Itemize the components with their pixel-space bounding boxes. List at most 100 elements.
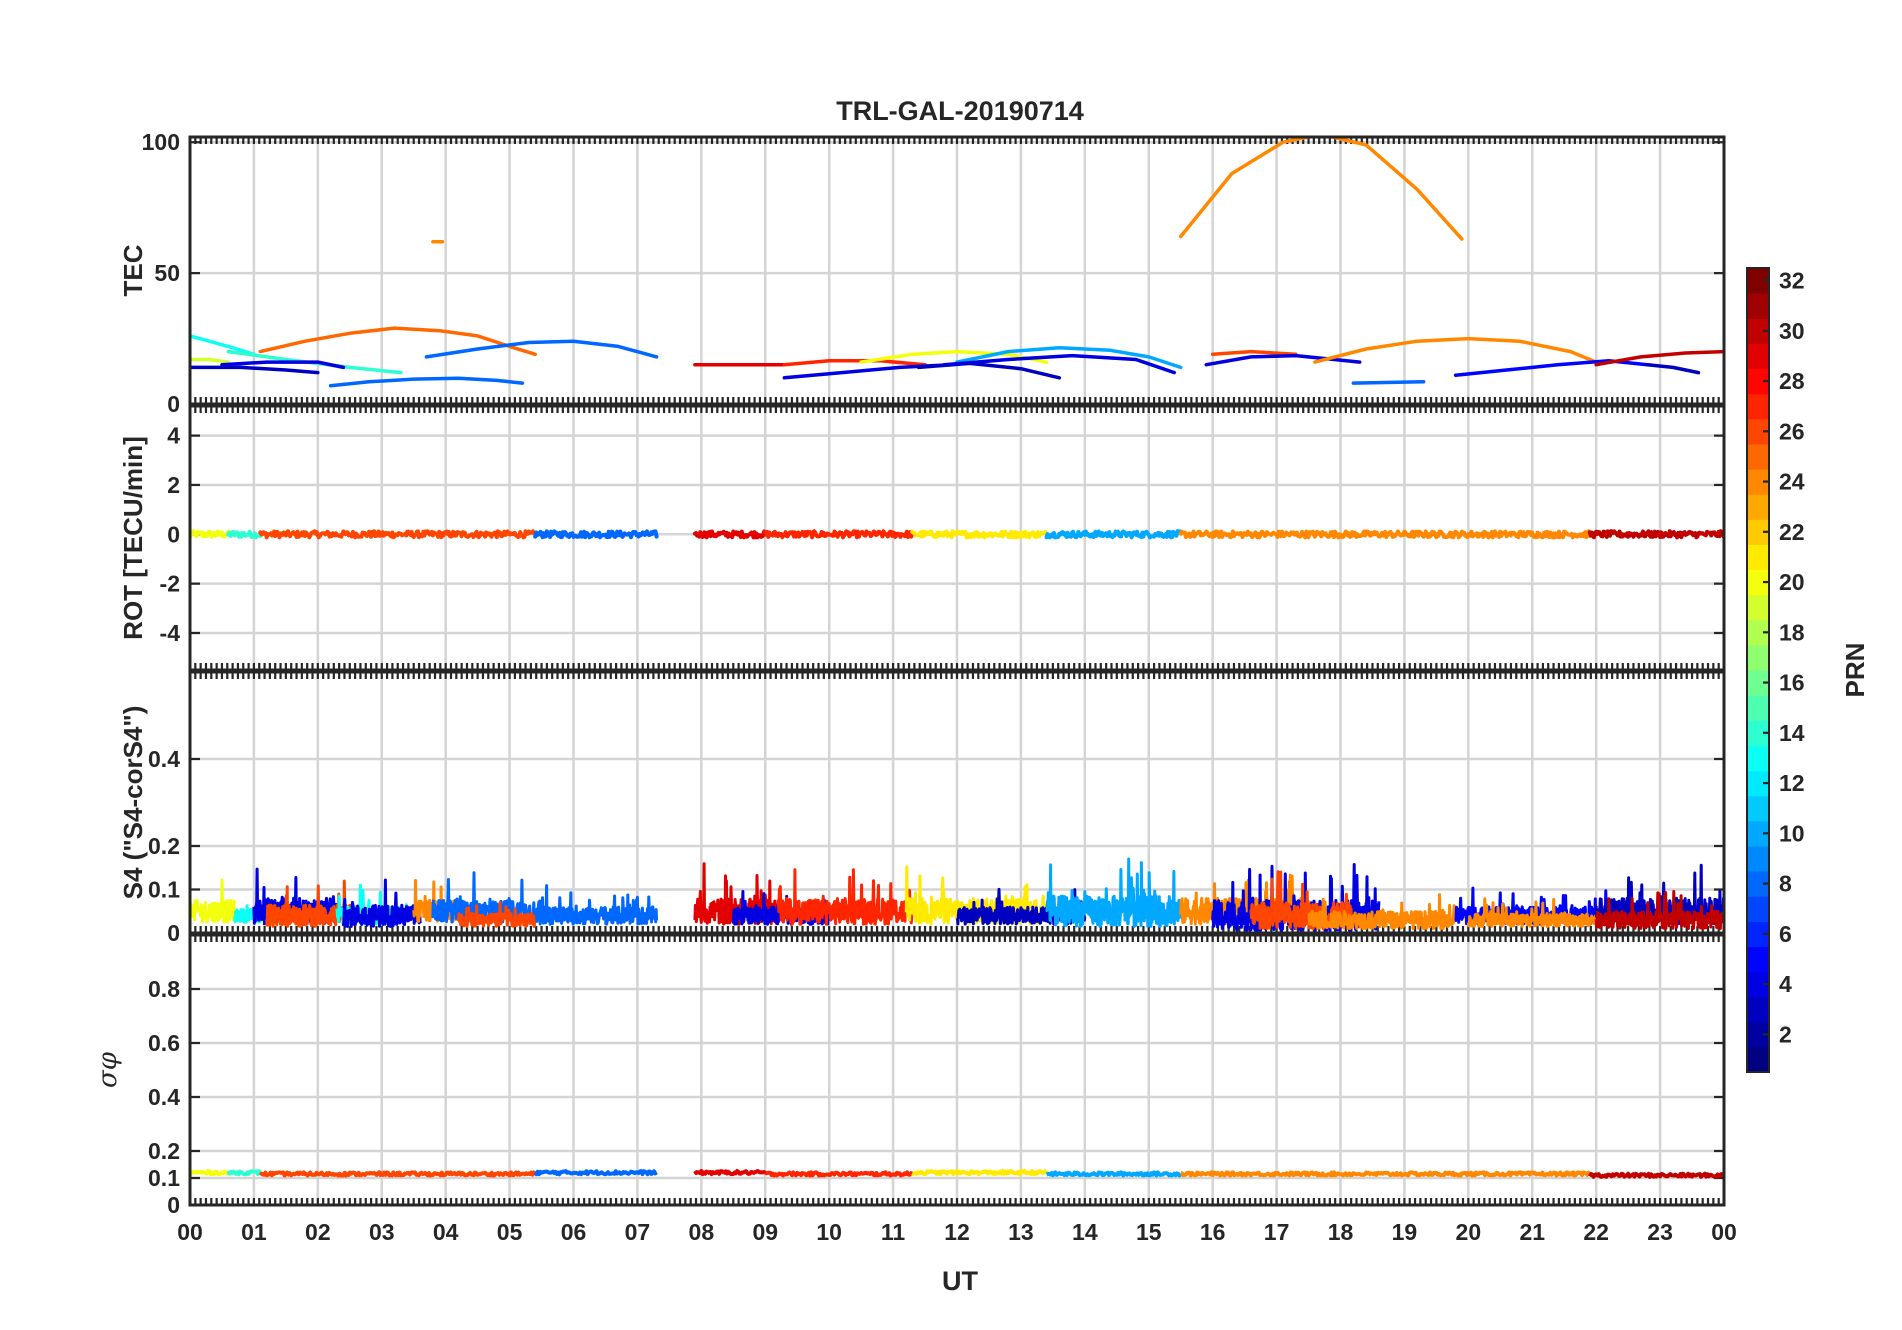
series-prn-26 bbox=[1210, 349, 1298, 357]
y-tick-label: 2 bbox=[167, 472, 180, 498]
x-tick-labels: 00 01 02 03 04 05 06 07 08 09 10 11 12 13 14 15 16 17 18 19… bbox=[177, 1219, 1737, 1245]
colorbar-step bbox=[1747, 293, 1769, 319]
colorbar-frame bbox=[1746, 267, 1770, 1073]
colorbar-step bbox=[1747, 670, 1769, 696]
series-prn-20 bbox=[190, 1169, 230, 1177]
series-prn-8 bbox=[533, 529, 659, 540]
x-tick-label: 22 bbox=[1583, 1219, 1609, 1245]
y-tick-label: 0.4 bbox=[148, 746, 180, 772]
series-prn-27 bbox=[764, 1170, 914, 1178]
series-prn-14 bbox=[226, 529, 263, 540]
panel-sigma_phi: 00.10.2 0.4 0.6 0.8 σφ bbox=[93, 933, 1726, 1218]
series-prn-30 bbox=[1588, 1171, 1724, 1179]
series-prn-27 bbox=[763, 529, 915, 540]
series-prn-30 bbox=[1594, 349, 1724, 367]
colorbar-tick-label: 32 bbox=[1779, 268, 1805, 294]
panel-frame bbox=[188, 933, 1726, 1207]
series-prn-26 bbox=[258, 1170, 537, 1178]
series-prn-30 bbox=[1587, 529, 1724, 540]
colorbar-step bbox=[1747, 569, 1769, 596]
series-group-rot bbox=[190, 529, 1724, 540]
series-prn-26 bbox=[457, 901, 537, 928]
colorbar-step bbox=[1747, 469, 1769, 495]
x-tick-label: 23 bbox=[1647, 1219, 1673, 1245]
series-prn-24 bbox=[1178, 529, 1592, 540]
series-prn-24 bbox=[1178, 137, 1464, 241]
x-tick-label: 09 bbox=[752, 1219, 778, 1245]
colorbar-step bbox=[1747, 1046, 1769, 1073]
x-tick-label: 21 bbox=[1519, 1219, 1545, 1245]
panel-frame bbox=[188, 670, 1726, 935]
colorbar-step bbox=[1747, 619, 1769, 646]
x-tick-label: 06 bbox=[561, 1219, 587, 1245]
colorbar-step bbox=[1747, 896, 1769, 922]
x-tick-label: 04 bbox=[433, 1219, 459, 1245]
x-tick-label: 10 bbox=[816, 1219, 842, 1245]
chart-title: TRL-GAL-20190714 bbox=[836, 96, 1084, 126]
colorbar-step bbox=[1747, 268, 1769, 294]
series-group-s4 bbox=[190, 857, 1724, 933]
y-axis-label-rot: ROT [TECU/min] bbox=[118, 436, 148, 640]
colorbar-step bbox=[1747, 418, 1769, 445]
series-group-tec bbox=[190, 137, 1724, 388]
y-tick-label: 0 bbox=[167, 391, 180, 417]
x-tick-label: 20 bbox=[1456, 1219, 1482, 1245]
series-prn-14 bbox=[226, 1169, 262, 1177]
x-tick-label: 00 bbox=[1711, 1219, 1737, 1245]
y-axis-label-tec: TEC bbox=[118, 244, 148, 296]
colorbar-step bbox=[1747, 921, 1769, 947]
colorbar-step bbox=[1747, 996, 1769, 1023]
colorbar-tick-label: 20 bbox=[1779, 569, 1805, 595]
series-prn-27 bbox=[776, 868, 914, 926]
y-axis-label-s4: S4 ("S4-corS4") bbox=[118, 706, 148, 900]
panel-rot: -4 -2 0 2 4 ROT [TECU/min] bbox=[118, 404, 1726, 672]
series-prn-24 bbox=[1466, 897, 1598, 928]
series-prn-4 bbox=[1204, 353, 1362, 367]
series-prn-3 bbox=[190, 365, 320, 375]
x-tick-label: 15 bbox=[1136, 1219, 1162, 1245]
series-prn-4 bbox=[942, 353, 1177, 375]
series-prn-8 bbox=[328, 376, 525, 388]
series-prn-10 bbox=[1045, 857, 1183, 928]
x-tick-label: 03 bbox=[369, 1219, 395, 1245]
colorbar-step bbox=[1747, 845, 1769, 872]
series-prn-20 bbox=[190, 529, 231, 539]
y-tick-label: 0 bbox=[167, 521, 180, 547]
y-tick-label: 50 bbox=[154, 260, 180, 286]
y-tick-label: 0.4 bbox=[148, 1084, 180, 1110]
colorbar-tick-label: 8 bbox=[1779, 871, 1792, 897]
colorbar-step bbox=[1747, 745, 1769, 772]
panel-frame bbox=[188, 404, 1726, 672]
series-prn-24 bbox=[1313, 336, 1598, 364]
colorbar-step bbox=[1747, 820, 1769, 847]
y-tick-label: 4 bbox=[167, 423, 180, 449]
colorbar-tick-label: 14 bbox=[1779, 720, 1805, 746]
colorbar-step bbox=[1747, 971, 1769, 998]
x-tick-label: 01 bbox=[241, 1219, 267, 1245]
x-tick-label: 18 bbox=[1328, 1219, 1354, 1245]
colorbar-tick-label: 16 bbox=[1779, 670, 1805, 696]
y-tick-label: 0.6 bbox=[148, 1030, 180, 1056]
y-tick-label: 100 bbox=[142, 129, 180, 155]
y-tick-label: 0 bbox=[167, 920, 180, 946]
colorbar-tick-label: 18 bbox=[1779, 619, 1805, 645]
series-prn-8 bbox=[424, 339, 659, 359]
colorbar-step bbox=[1747, 494, 1769, 520]
colorbar-tick-label: 26 bbox=[1779, 418, 1805, 444]
series-prn-4 bbox=[220, 360, 346, 370]
colorbar-tick-label: 22 bbox=[1779, 519, 1805, 545]
x-tick-label: 02 bbox=[305, 1219, 331, 1245]
colorbar-step bbox=[1747, 318, 1769, 344]
colorbar-step bbox=[1747, 1021, 1769, 1048]
colorbar-tick-label: 10 bbox=[1779, 820, 1805, 846]
series-prn-21 bbox=[904, 865, 1048, 926]
colorbar-step bbox=[1747, 695, 1769, 721]
y-tick-label: 0.1 bbox=[148, 877, 180, 903]
series-prn-20 bbox=[190, 878, 236, 924]
x-tick-label: 12 bbox=[944, 1219, 970, 1245]
x-axis-label: UT bbox=[942, 1266, 978, 1296]
colorbar-step bbox=[1747, 795, 1769, 822]
y-tick-label: 0.8 bbox=[148, 976, 180, 1002]
